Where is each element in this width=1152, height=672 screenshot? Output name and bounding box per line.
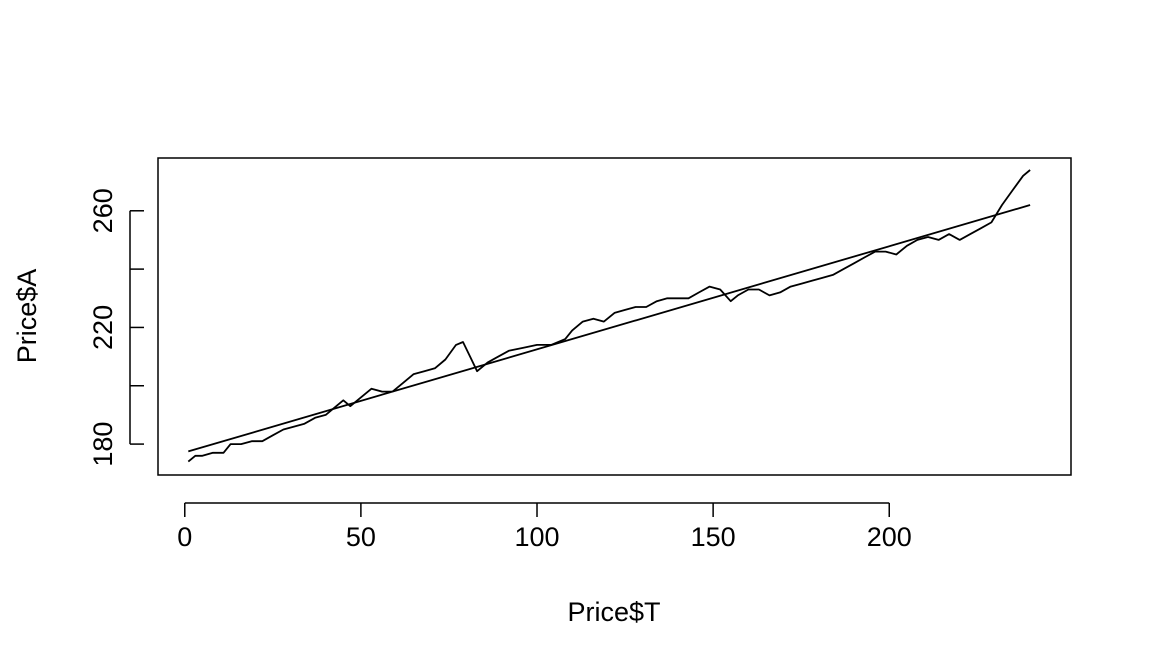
x-tick-label: 200: [867, 522, 912, 552]
x-tick-label: 50: [346, 522, 376, 552]
y-axis: 180 220 260: [88, 188, 144, 467]
y-tick-label: 220: [88, 305, 118, 350]
x-tick-label: 150: [691, 522, 736, 552]
plot-frame: [157, 157, 1072, 476]
y-tick-label: 180: [88, 422, 118, 467]
x-axis: 0 50 100 150 200: [177, 502, 912, 552]
observed-series-line: [187, 169, 1031, 463]
x-tick-label: 100: [514, 522, 559, 552]
x-axis-title: Price$T: [567, 597, 660, 627]
x-tick-label: 0: [177, 522, 192, 552]
series-layer: [187, 169, 1031, 463]
y-axis-title: Price$A: [12, 269, 42, 364]
fitted-series-line: [188, 204, 1031, 453]
y-tick-label: 260: [88, 188, 118, 233]
